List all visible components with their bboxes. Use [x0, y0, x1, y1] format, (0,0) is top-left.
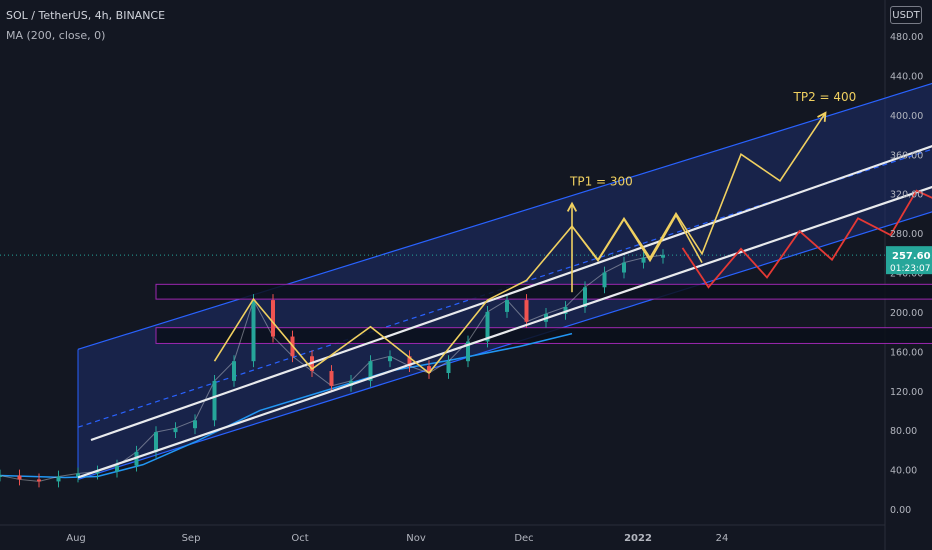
zone-box-2	[155, 327, 932, 344]
x-tick-label: Oct	[291, 533, 308, 544]
y-tick-label: 480.00	[890, 32, 923, 43]
candle-body	[622, 262, 626, 273]
candle-body	[193, 420, 197, 429]
candle-body	[368, 361, 373, 381]
y-tick-label: 80.00	[890, 426, 917, 437]
candle-body	[0, 475, 2, 477]
y-tick-label: 320.00	[890, 190, 923, 201]
tp2-arrowhead	[817, 111, 827, 122]
candle-body	[212, 380, 217, 421]
candle-body	[56, 476, 61, 482]
y-tick-label: 440.00	[890, 71, 923, 82]
candle-body	[154, 432, 158, 452]
y-tick-label: 160.00	[890, 347, 923, 358]
y-tick-label: 280.00	[890, 229, 923, 240]
white-trendline-1	[90, 145, 932, 442]
candle-body	[466, 341, 470, 362]
price-countdown: 01:23:07	[890, 264, 930, 274]
candle-body	[173, 428, 178, 433]
candle-body	[505, 300, 509, 312]
candle-body	[641, 257, 646, 263]
candle-body	[115, 465, 119, 472]
x-tick-label: Aug	[66, 533, 86, 544]
candle-body	[407, 356, 412, 367]
candle-body	[134, 451, 139, 466]
candle-body	[37, 479, 41, 482]
zigzag-projection	[213, 213, 703, 375]
y-tick-label: 120.00	[890, 387, 923, 398]
indicator-legend[interactable]: MA (200, close, 0)	[6, 29, 106, 42]
candle-body	[349, 380, 353, 386]
candle-body	[251, 300, 256, 362]
tp1-arrowhead	[566, 201, 578, 212]
candle-body	[388, 356, 392, 362]
candle-body	[524, 300, 529, 322]
symbol-title: SOL / TetherUS, 4h, BINANCE	[6, 9, 166, 22]
candle-body	[329, 371, 334, 386]
candle-body	[602, 272, 607, 288]
y-tick-label: 40.00	[890, 466, 917, 477]
white-trendline-2	[77, 185, 932, 479]
x-tick-label: 24	[716, 533, 729, 544]
price-tag-value: 257.60	[892, 251, 931, 262]
tp2-projection-path	[571, 112, 827, 262]
candle-body	[271, 300, 275, 337]
candle-body	[17, 475, 22, 480]
tp1-label: TP1 = 300	[569, 175, 633, 189]
regression-channel-fill	[78, 83, 932, 480]
tp2-label: TP2 = 400	[793, 90, 857, 104]
candle-body	[661, 255, 665, 258]
price-tag-box	[886, 246, 932, 275]
candle-body	[76, 473, 80, 477]
x-tick-label: 2022	[624, 533, 652, 544]
red-projection-path	[681, 189, 932, 289]
y-tick-label: 400.00	[890, 111, 923, 122]
candle-body	[232, 361, 236, 381]
x-tick-label: Nov	[406, 533, 426, 544]
x-tick-label: Dec	[514, 533, 533, 544]
y-tick-label: 0.00	[890, 505, 911, 516]
x-tick-label: Sep	[182, 533, 201, 544]
ma-200-line	[0, 332, 573, 479]
y-tick-label: 200.00	[890, 308, 923, 319]
candle-body	[446, 361, 451, 374]
y-tick-label: 360.00	[890, 150, 923, 161]
currency-badge[interactable]: USDT	[890, 6, 922, 24]
candle-body	[485, 311, 490, 342]
candle-body	[95, 471, 100, 474]
candle-body	[427, 366, 431, 374]
candle-body	[563, 306, 568, 314]
candle-body	[583, 287, 587, 307]
channel-lower-line	[77, 211, 932, 481]
zone-box-1	[155, 283, 932, 300]
